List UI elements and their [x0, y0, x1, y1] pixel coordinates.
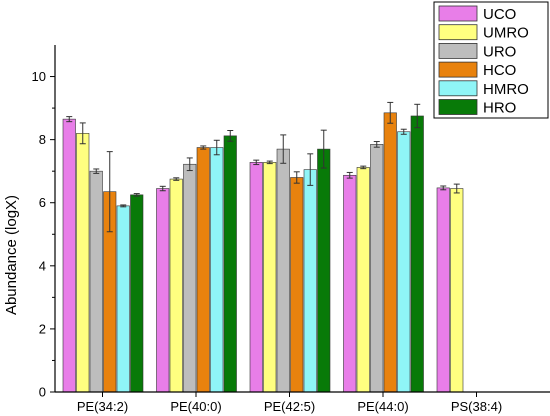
- legend-label: UCO: [483, 6, 516, 23]
- x-tick-label: PE(42:5): [264, 399, 315, 414]
- y-tick-label: 10: [32, 69, 46, 84]
- bar: [343, 174, 357, 393]
- bar: [370, 144, 384, 393]
- bar: [263, 162, 277, 393]
- legend-swatch: [438, 5, 478, 22]
- legend-label: UMRO: [483, 25, 529, 42]
- axes-layer: PE(34:2) PE(40:0) PE(42:5) PE(44:0) PS(38:4)…: [32, 45, 550, 414]
- legend-label: HMRO: [483, 81, 529, 98]
- bar: [183, 163, 197, 393]
- bar: [383, 112, 397, 393]
- bar: [290, 177, 304, 393]
- bar: [249, 162, 263, 393]
- y-tick-label: 4: [39, 258, 46, 273]
- bar: [156, 188, 170, 393]
- bar: [89, 170, 103, 393]
- y-tick-label: 8: [39, 132, 46, 147]
- legend-swatch: [438, 61, 478, 78]
- y-tick-label: 0: [39, 385, 46, 400]
- bar: [356, 167, 370, 393]
- legend-swatch: [438, 80, 478, 97]
- y-tick-label: 2: [39, 321, 46, 336]
- x-tick-label: PE(40:0): [170, 399, 221, 414]
- legend-swatch: [438, 24, 478, 41]
- bar: [130, 194, 144, 393]
- legend-swatch: [438, 43, 478, 59]
- bar: [303, 169, 317, 393]
- bars-layer: [62, 101, 464, 393]
- bar: [62, 118, 76, 393]
- bar: [196, 147, 210, 393]
- bar: [76, 133, 90, 393]
- legend-label: URO: [483, 43, 516, 60]
- bar: [317, 148, 331, 393]
- y-axis-title: Abundance (logX): [3, 195, 20, 315]
- bar: [397, 131, 411, 393]
- bar: [223, 135, 237, 393]
- legend-label: HCO: [483, 62, 516, 79]
- bar: [116, 205, 130, 393]
- bar: [210, 147, 224, 393]
- bar: [436, 187, 450, 393]
- x-tick-label: PS(38:4): [451, 399, 502, 414]
- legend-label: HRO: [483, 100, 516, 117]
- bar: [276, 148, 290, 393]
- bar: [410, 115, 424, 393]
- legend-swatch: [438, 99, 478, 115]
- x-tick-label: PE(44:0): [357, 399, 408, 414]
- x-tick-label: PE(34:2): [77, 399, 128, 414]
- bar: [450, 188, 464, 393]
- bar: [169, 178, 183, 393]
- y-tick-label: 6: [39, 195, 46, 210]
